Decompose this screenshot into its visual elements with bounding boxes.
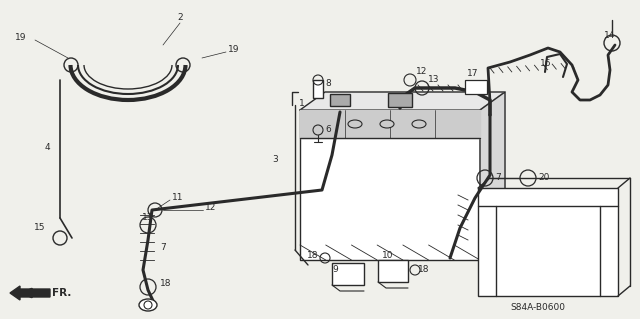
Text: 12: 12 <box>416 68 428 77</box>
Text: 18: 18 <box>307 250 318 259</box>
Circle shape <box>395 95 405 105</box>
Bar <box>478 188 618 296</box>
Text: 19: 19 <box>228 46 239 55</box>
Text: 8: 8 <box>325 78 331 87</box>
Ellipse shape <box>412 120 426 128</box>
Bar <box>388 93 412 107</box>
Text: 16: 16 <box>540 58 552 68</box>
Text: 13: 13 <box>142 213 154 222</box>
Text: 15: 15 <box>33 224 45 233</box>
Text: 1: 1 <box>300 99 305 108</box>
Polygon shape <box>480 92 505 260</box>
Text: 4: 4 <box>44 144 50 152</box>
Text: 17: 17 <box>467 69 479 78</box>
Text: FR.: FR. <box>52 288 72 298</box>
Text: 20: 20 <box>538 174 549 182</box>
Ellipse shape <box>348 120 362 128</box>
Circle shape <box>336 96 344 104</box>
FancyArrow shape <box>10 286 50 300</box>
Bar <box>313 80 323 98</box>
Text: S84A-B0600: S84A-B0600 <box>510 303 565 313</box>
Text: 18: 18 <box>160 278 172 287</box>
Text: 9: 9 <box>332 265 338 275</box>
Bar <box>330 94 350 106</box>
Bar <box>465 80 487 94</box>
Ellipse shape <box>139 299 157 311</box>
Text: 6: 6 <box>325 125 331 135</box>
Text: 13: 13 <box>428 76 440 85</box>
Bar <box>300 110 480 260</box>
Bar <box>378 260 408 282</box>
Text: 3: 3 <box>272 155 278 165</box>
Text: 2: 2 <box>177 13 183 23</box>
Ellipse shape <box>380 120 394 128</box>
Text: 10: 10 <box>382 251 394 261</box>
Bar <box>332 263 364 285</box>
Text: 14: 14 <box>604 31 616 40</box>
Text: 19: 19 <box>15 33 26 42</box>
Polygon shape <box>300 92 505 110</box>
Text: 7: 7 <box>495 174 500 182</box>
Text: 12: 12 <box>205 204 216 212</box>
Text: 7: 7 <box>160 243 166 253</box>
Text: 11: 11 <box>172 194 184 203</box>
Text: 18: 18 <box>418 265 429 275</box>
